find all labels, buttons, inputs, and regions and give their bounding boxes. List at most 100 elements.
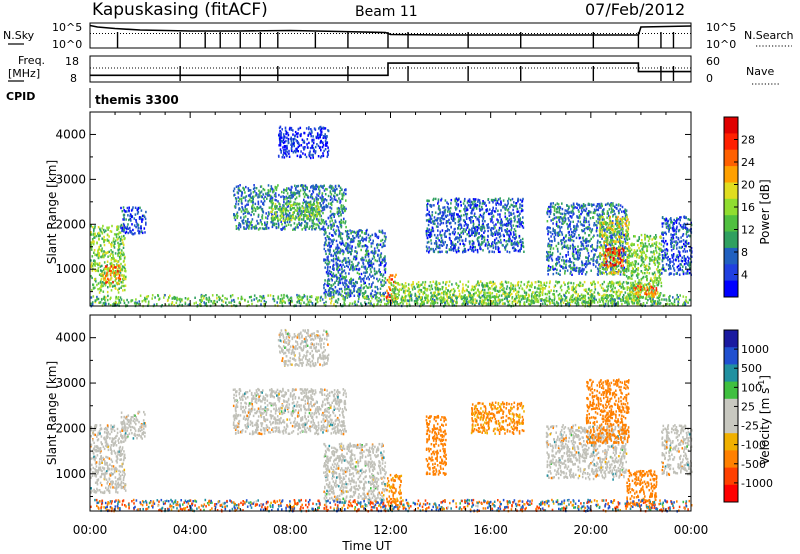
power-cell bbox=[393, 285, 396, 288]
power-cell bbox=[443, 293, 445, 296]
power-cell bbox=[284, 145, 287, 148]
power-cell bbox=[614, 286, 616, 290]
power-cell bbox=[492, 244, 494, 247]
power-cell bbox=[521, 204, 524, 207]
power-cell bbox=[322, 136, 325, 139]
power-cell bbox=[419, 284, 421, 287]
power-cell bbox=[464, 250, 467, 253]
power-cell bbox=[386, 295, 389, 298]
power-cell bbox=[550, 219, 552, 222]
power-cell bbox=[299, 126, 302, 130]
power-cell bbox=[482, 222, 484, 225]
power-cell bbox=[119, 231, 122, 234]
power-cell bbox=[350, 247, 353, 250]
power-cell bbox=[580, 243, 583, 246]
power-cell bbox=[435, 225, 438, 228]
power-cell bbox=[482, 301, 485, 304]
power-cell bbox=[459, 216, 462, 219]
power-cell bbox=[549, 208, 552, 211]
power-cell bbox=[341, 278, 343, 281]
power-cell bbox=[459, 233, 461, 237]
power-cell bbox=[337, 247, 339, 250]
power-cell bbox=[107, 226, 109, 230]
power-cell bbox=[123, 218, 125, 221]
power-cell bbox=[287, 214, 290, 217]
power-cell bbox=[466, 233, 468, 236]
power-cell bbox=[290, 147, 293, 150]
power-cell bbox=[490, 229, 493, 233]
power-cell bbox=[361, 265, 363, 268]
power-cell bbox=[280, 139, 282, 143]
power-cell bbox=[458, 239, 461, 242]
power-cell bbox=[367, 252, 370, 256]
power-cell bbox=[105, 251, 108, 255]
power-cell bbox=[477, 280, 479, 283]
power-cell bbox=[627, 292, 629, 295]
power-cell bbox=[311, 208, 313, 211]
power-cell bbox=[440, 236, 443, 240]
power-cell bbox=[111, 251, 114, 254]
power-cell bbox=[141, 214, 144, 218]
power-cell bbox=[588, 211, 590, 215]
power-cell bbox=[122, 251, 125, 255]
power-cell bbox=[464, 239, 467, 242]
power-cell bbox=[590, 237, 592, 241]
power-cell bbox=[107, 278, 110, 281]
power-cell bbox=[336, 290, 339, 293]
power-cell bbox=[334, 219, 337, 222]
power-cell bbox=[589, 262, 591, 265]
power-cell bbox=[359, 290, 361, 293]
power-cell bbox=[100, 285, 102, 288]
power-cell bbox=[435, 241, 438, 244]
power-cell bbox=[238, 207, 241, 210]
power-cell bbox=[326, 269, 329, 272]
power-cell bbox=[288, 220, 291, 224]
power-cell bbox=[371, 233, 374, 237]
power-cell bbox=[490, 212, 492, 215]
power-cell bbox=[500, 241, 502, 244]
power-cell bbox=[616, 238, 618, 241]
power-cell bbox=[342, 277, 344, 280]
power-cell bbox=[527, 299, 529, 302]
power-cell bbox=[284, 202, 287, 205]
power-cell bbox=[320, 219, 323, 222]
power-cell bbox=[571, 239, 573, 242]
power-cell bbox=[272, 219, 275, 222]
power-cell bbox=[94, 264, 96, 267]
power-cell bbox=[529, 288, 531, 292]
power-cell bbox=[378, 249, 380, 252]
power-cell bbox=[96, 242, 98, 245]
power-cell bbox=[617, 301, 619, 304]
power-cell bbox=[336, 243, 339, 247]
power-cell bbox=[593, 301, 596, 304]
power-cell bbox=[473, 212, 476, 215]
power-cell bbox=[432, 250, 435, 253]
power-cell bbox=[266, 221, 269, 224]
power-cell bbox=[414, 299, 417, 303]
power-cell bbox=[504, 203, 506, 206]
power-cell bbox=[543, 281, 546, 285]
power-cell bbox=[288, 128, 291, 131]
power-cell bbox=[247, 194, 250, 197]
power-cell bbox=[247, 218, 249, 221]
power-cell bbox=[393, 293, 396, 296]
power-cell bbox=[341, 192, 343, 196]
power-cell bbox=[463, 228, 465, 231]
power-cell bbox=[408, 288, 410, 291]
power-cell bbox=[235, 225, 238, 228]
power-cell bbox=[466, 201, 469, 204]
power-cell bbox=[103, 272, 106, 275]
power-cell bbox=[613, 282, 615, 285]
power-cell bbox=[260, 220, 262, 224]
power-cell bbox=[113, 240, 115, 244]
power-cell bbox=[329, 250, 331, 253]
power-cell bbox=[457, 237, 459, 240]
power-cell bbox=[300, 144, 303, 147]
power-cell bbox=[491, 211, 493, 215]
power-cell bbox=[105, 229, 107, 232]
power-cell bbox=[293, 217, 296, 220]
power-cell bbox=[441, 285, 444, 289]
power-cell bbox=[304, 184, 307, 187]
power-cell bbox=[454, 231, 456, 234]
power-cell bbox=[90, 265, 93, 268]
